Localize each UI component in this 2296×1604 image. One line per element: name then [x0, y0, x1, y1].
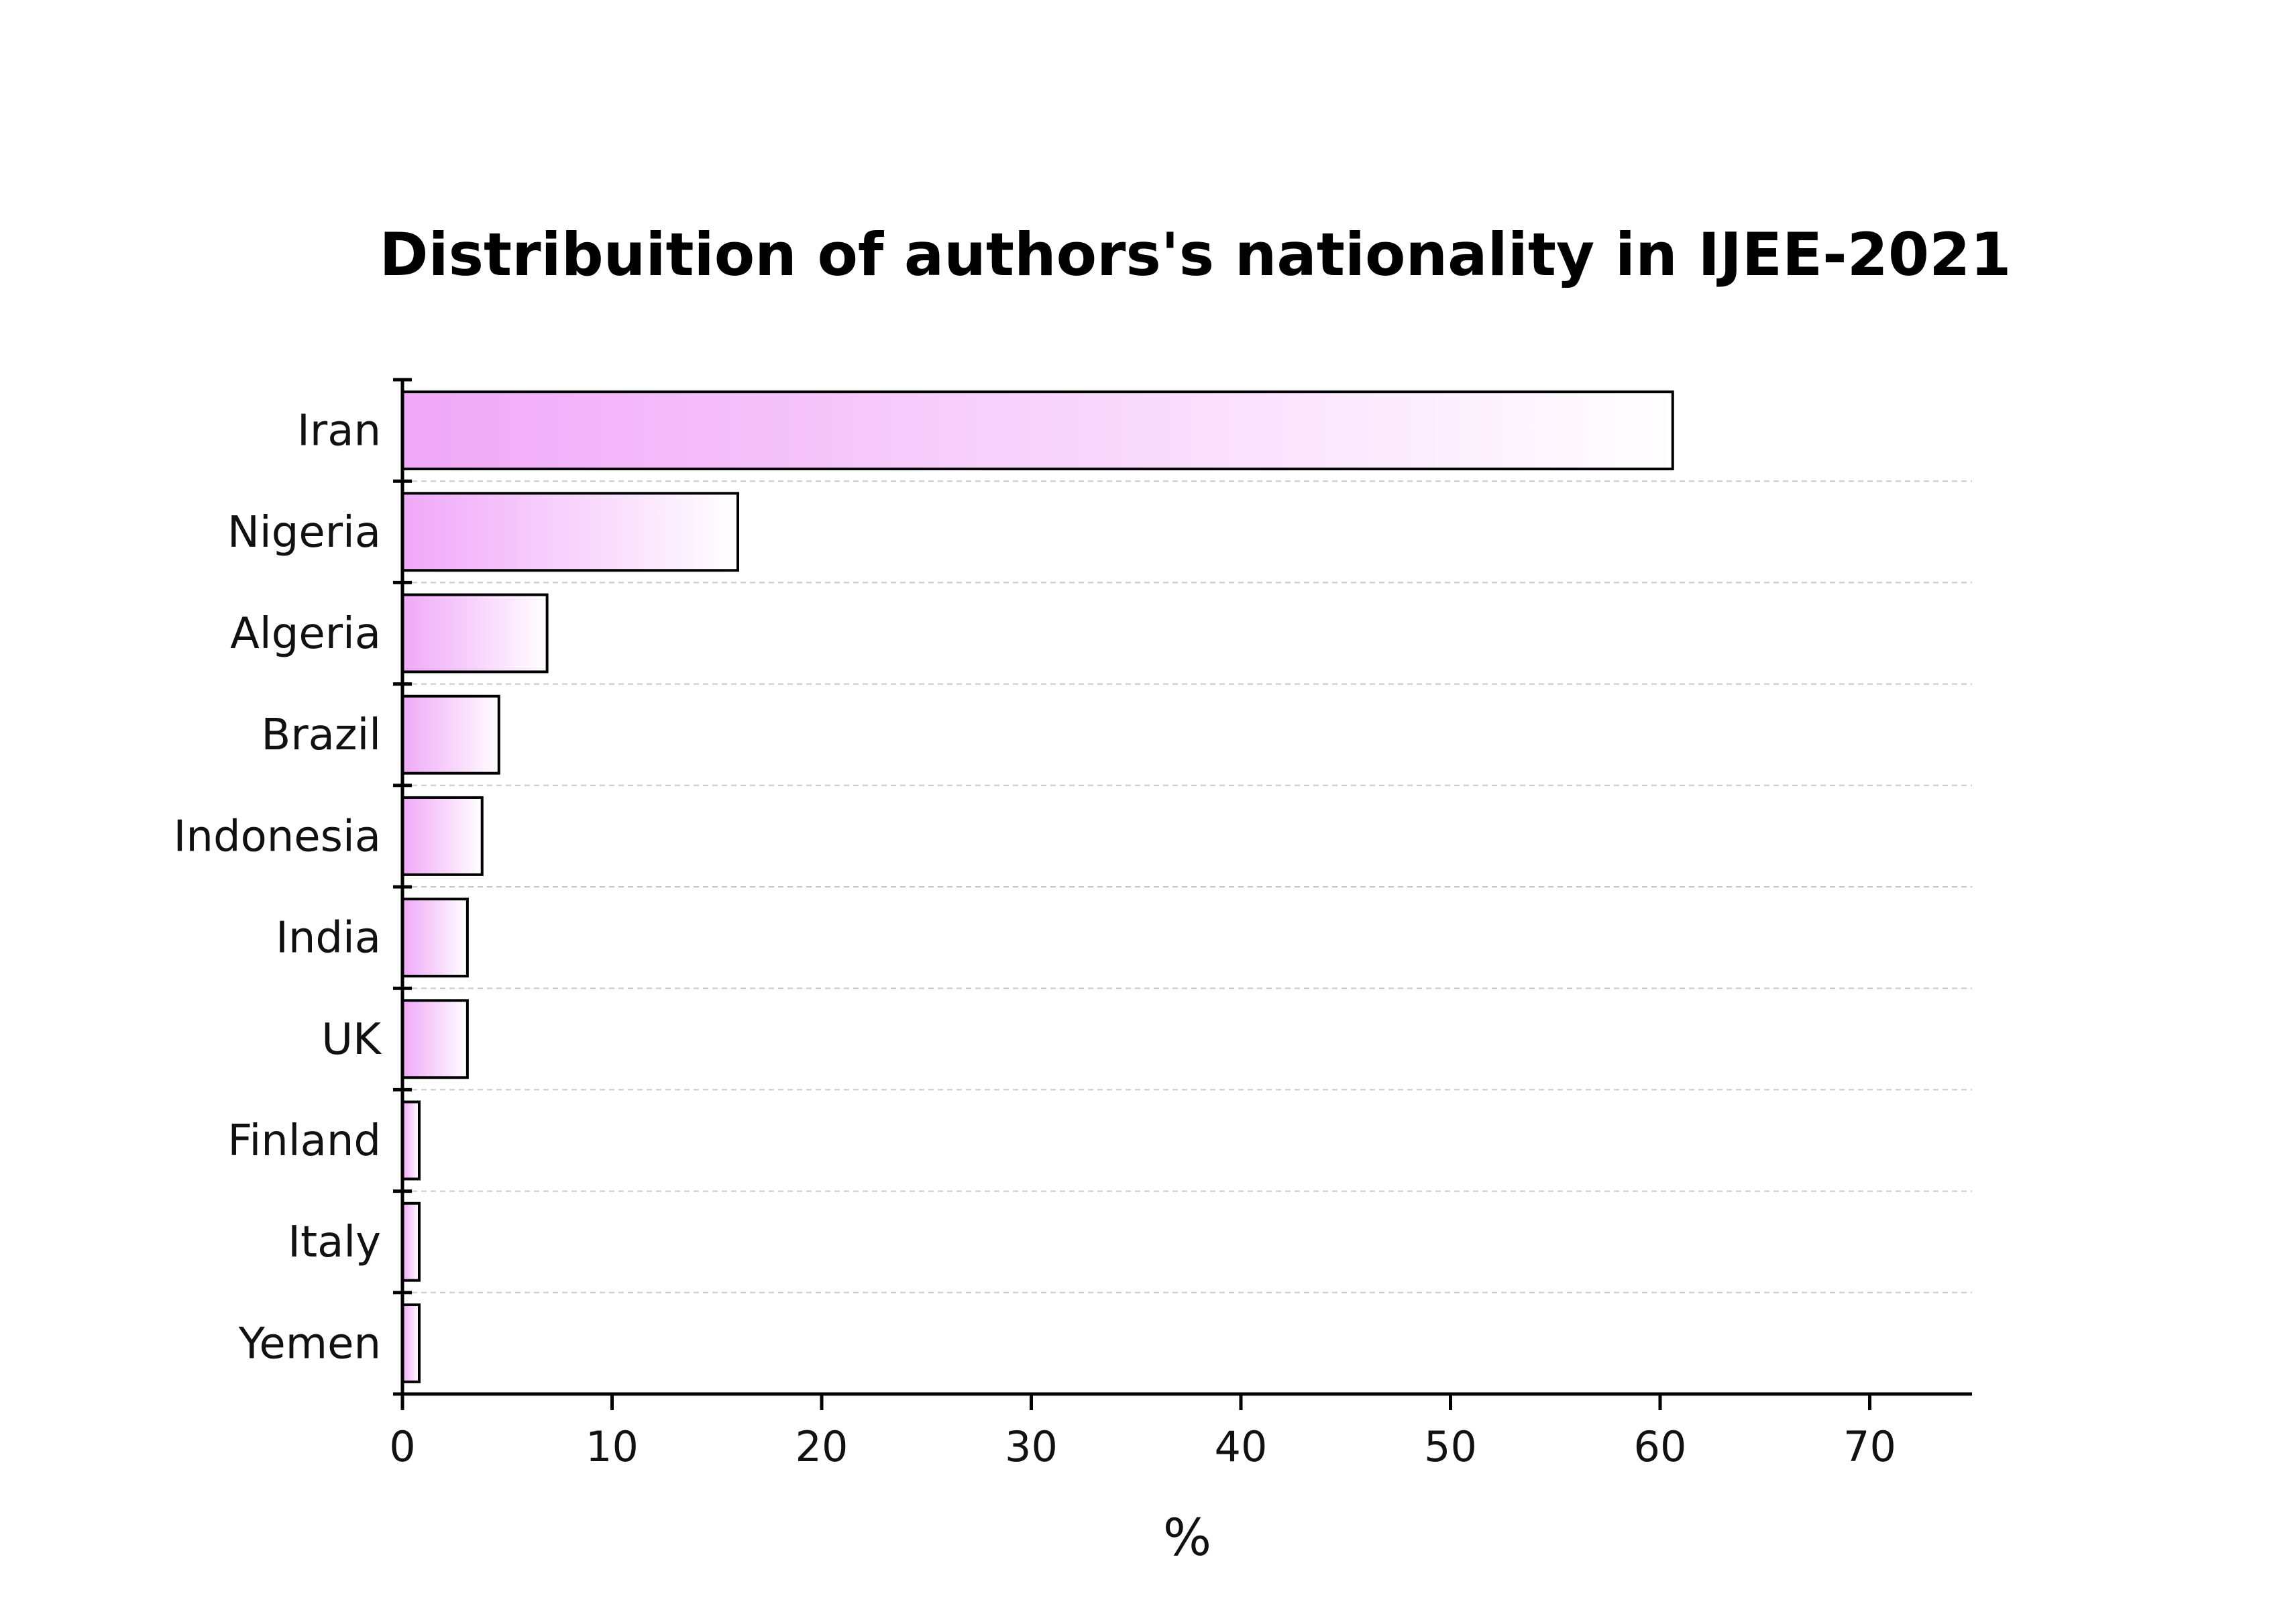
bar-iran	[401, 390, 1674, 471]
chart-title: Distribuition of authors's nationality i…	[379, 220, 2011, 289]
x-tick-label: 10	[586, 1422, 639, 1471]
x-tick-label: 50	[1424, 1422, 1477, 1471]
x-tick-label: 60	[1634, 1422, 1687, 1471]
bar-yemen	[401, 1303, 421, 1383]
bar-finland	[401, 1100, 421, 1181]
bar-india	[401, 898, 469, 978]
x-tick-label: 30	[1005, 1422, 1058, 1471]
x-tick-label: 20	[796, 1422, 849, 1471]
bar-nigeria	[401, 492, 739, 572]
bar-italy	[401, 1201, 421, 1282]
bar-indonesia	[401, 796, 484, 876]
x-axis-title: %	[1163, 1507, 1211, 1567]
category-label: Yemen	[238, 1319, 381, 1369]
category-label: Finland	[227, 1116, 381, 1166]
bar-uk	[401, 999, 469, 1079]
bars	[401, 390, 1674, 1383]
category-label: Indonesia	[174, 812, 382, 861]
grid-lines	[402, 480, 1972, 1293]
category-label: UK	[321, 1015, 382, 1065]
bar-algeria	[401, 593, 549, 674]
x-tick-label: 70	[1843, 1422, 1896, 1471]
category-labels: Iran Nigeria Algeria Brazil Indonesia India UK…	[174, 407, 383, 1369]
category-label: Brazil	[261, 710, 381, 760]
category-label: India	[276, 914, 381, 963]
x-tick-label: 40	[1215, 1422, 1268, 1471]
category-label: Iran	[297, 407, 381, 456]
category-label: Algeria	[230, 609, 381, 659]
category-label: Nigeria	[227, 508, 381, 557]
x-tick-label: 0	[389, 1422, 415, 1471]
bar-brazil	[401, 694, 500, 775]
category-label: Italy	[288, 1218, 381, 1267]
x-axis: 0 10 20 30 40 50 60 70	[389, 1392, 1972, 1471]
